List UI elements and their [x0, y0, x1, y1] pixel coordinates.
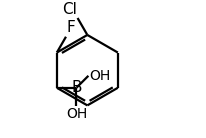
Text: F: F	[67, 20, 75, 35]
Text: OH: OH	[89, 69, 110, 83]
Text: B: B	[71, 80, 82, 95]
Text: OH: OH	[66, 107, 87, 121]
Text: Cl: Cl	[62, 2, 77, 17]
